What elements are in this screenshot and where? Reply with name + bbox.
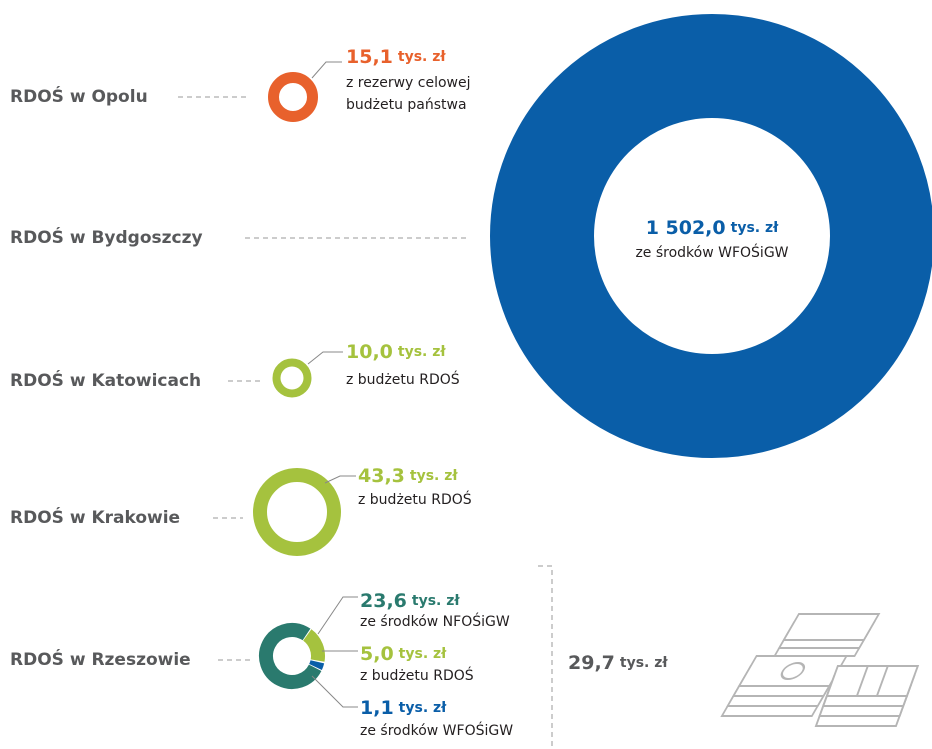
label: RDOŚ w Katowicach (10, 369, 201, 391)
source: z budżetu RDOŚ (360, 666, 474, 684)
source: z budżetu RDOŚ (358, 490, 472, 508)
donut (260, 475, 334, 549)
infographic: 1 502,0 tys. zł ze środków WFOŚiGW RDOŚ w… (0, 0, 932, 749)
connector (312, 676, 358, 707)
amount: 43,3 tys. zł (358, 465, 458, 487)
amount-value: 15,1 (346, 46, 393, 68)
connector (308, 352, 343, 364)
amount: 15,1 tys. zł (346, 46, 446, 68)
source: budżetu państwa (346, 97, 467, 113)
amount-value: 5,0 (360, 643, 394, 665)
amount-unit: tys. zł (398, 49, 446, 65)
label: RDOŚ w Opolu (10, 85, 148, 107)
amount: 10,0 tys. zł (346, 341, 446, 363)
amount-value: 43,3 (358, 465, 405, 487)
connector (318, 597, 358, 634)
bracket (538, 566, 552, 746)
label: RDOŚ w Bydgoszczy (10, 226, 203, 248)
total-unit: tys. zł (620, 655, 668, 671)
amount-unit: tys. zł (412, 593, 460, 609)
amount: 1,1 tys. zł (360, 697, 447, 719)
amount: 5,0 tys. zł (360, 643, 447, 665)
money-icon (722, 614, 918, 726)
source: ze środków WFOŚiGW (360, 721, 513, 739)
source: z rezerwy celowej (346, 75, 470, 91)
amount-unit: tys. zł (398, 344, 446, 360)
donut (274, 78, 313, 117)
amount-value: 1,1 (360, 697, 394, 719)
connector (312, 62, 342, 78)
amount-unit: tys. zł (731, 220, 779, 236)
label: RDOŚ w Rzeszowie (10, 648, 191, 670)
source: z budżetu RDOŚ (346, 370, 460, 388)
source: ze środków NFOŚiGW (360, 612, 510, 630)
amount-value: 10,0 (346, 341, 393, 363)
amount-unit: tys. zł (399, 646, 447, 662)
donut (277, 363, 308, 394)
amount-value: 1 502,0 (646, 217, 726, 239)
amount: 1 502,0 tys. zł (646, 217, 779, 239)
amount-value: 23,6 (360, 590, 407, 612)
amount-unit: tys. zł (399, 700, 447, 716)
connector (325, 476, 356, 483)
amount: 23,6 tys. zł (360, 590, 460, 612)
total-value: 29,7 (568, 652, 615, 674)
total: 29,7 tys. zł (568, 652, 668, 674)
label: RDOŚ w Krakowie (10, 506, 180, 528)
amount-unit: tys. zł (410, 468, 458, 484)
source: ze środków WFOŚiGW (635, 243, 788, 261)
